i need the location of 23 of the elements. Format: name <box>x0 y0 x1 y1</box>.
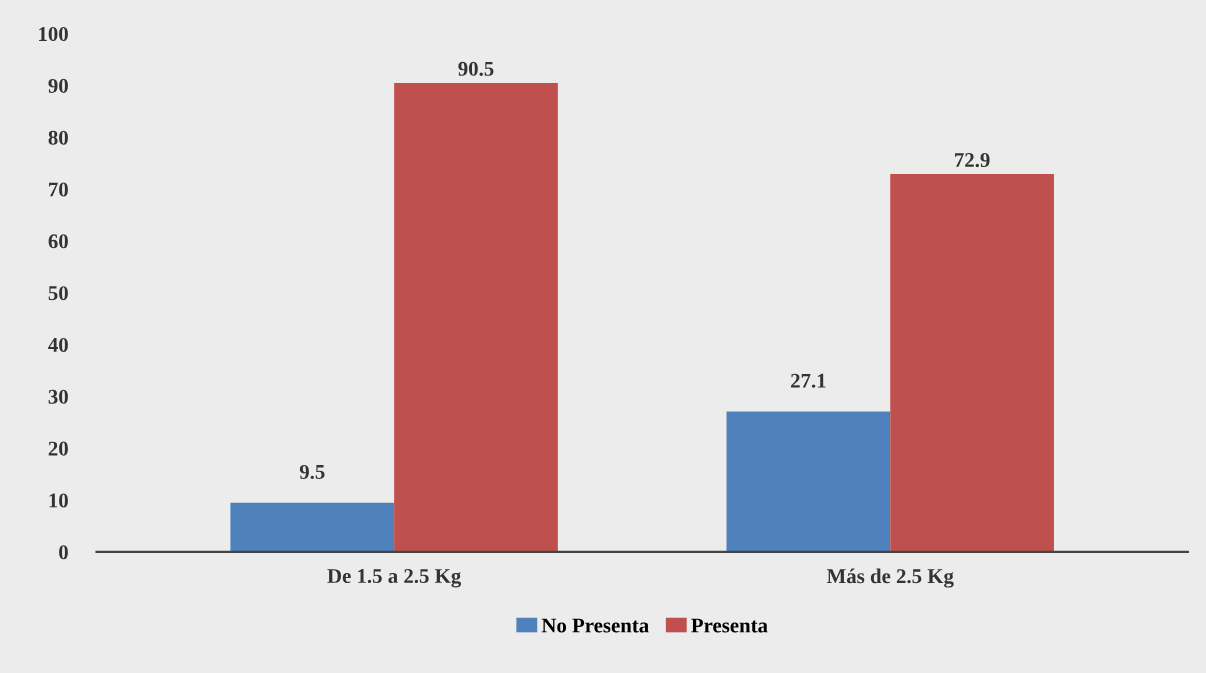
y-tick-label: 50 <box>48 286 68 301</box>
x-tick-label: De 1.5 a 2.5 Kg <box>327 569 462 588</box>
data-label: 72.9 <box>955 153 990 168</box>
y-tick-label: 40 <box>48 337 68 353</box>
y-tick-label: 10 <box>49 493 68 508</box>
data-label: 27.1 <box>791 373 826 388</box>
data-label: 90.5 <box>458 61 494 76</box>
y-tick-label: 30 <box>48 389 68 404</box>
bar <box>230 502 395 552</box>
y-tick-label: 80 <box>48 130 68 145</box>
x-tick-label: Más de 2.5 Kg <box>826 568 954 588</box>
bar <box>890 174 1054 552</box>
legend-label: Presenta <box>691 618 768 633</box>
y-tick-label: 60 <box>48 234 68 249</box>
y-tick-label: 100 <box>39 27 68 42</box>
data-label: 9.5 <box>299 464 325 480</box>
y-tick-label: 70 <box>49 182 68 197</box>
bar <box>726 411 891 552</box>
y-tick-label: 20 <box>48 441 68 456</box>
y-tick-label: 0 <box>59 545 68 560</box>
y-tick-label: 90 <box>48 78 68 93</box>
bar <box>394 82 558 552</box>
legend-label: No Presenta <box>541 618 649 633</box>
